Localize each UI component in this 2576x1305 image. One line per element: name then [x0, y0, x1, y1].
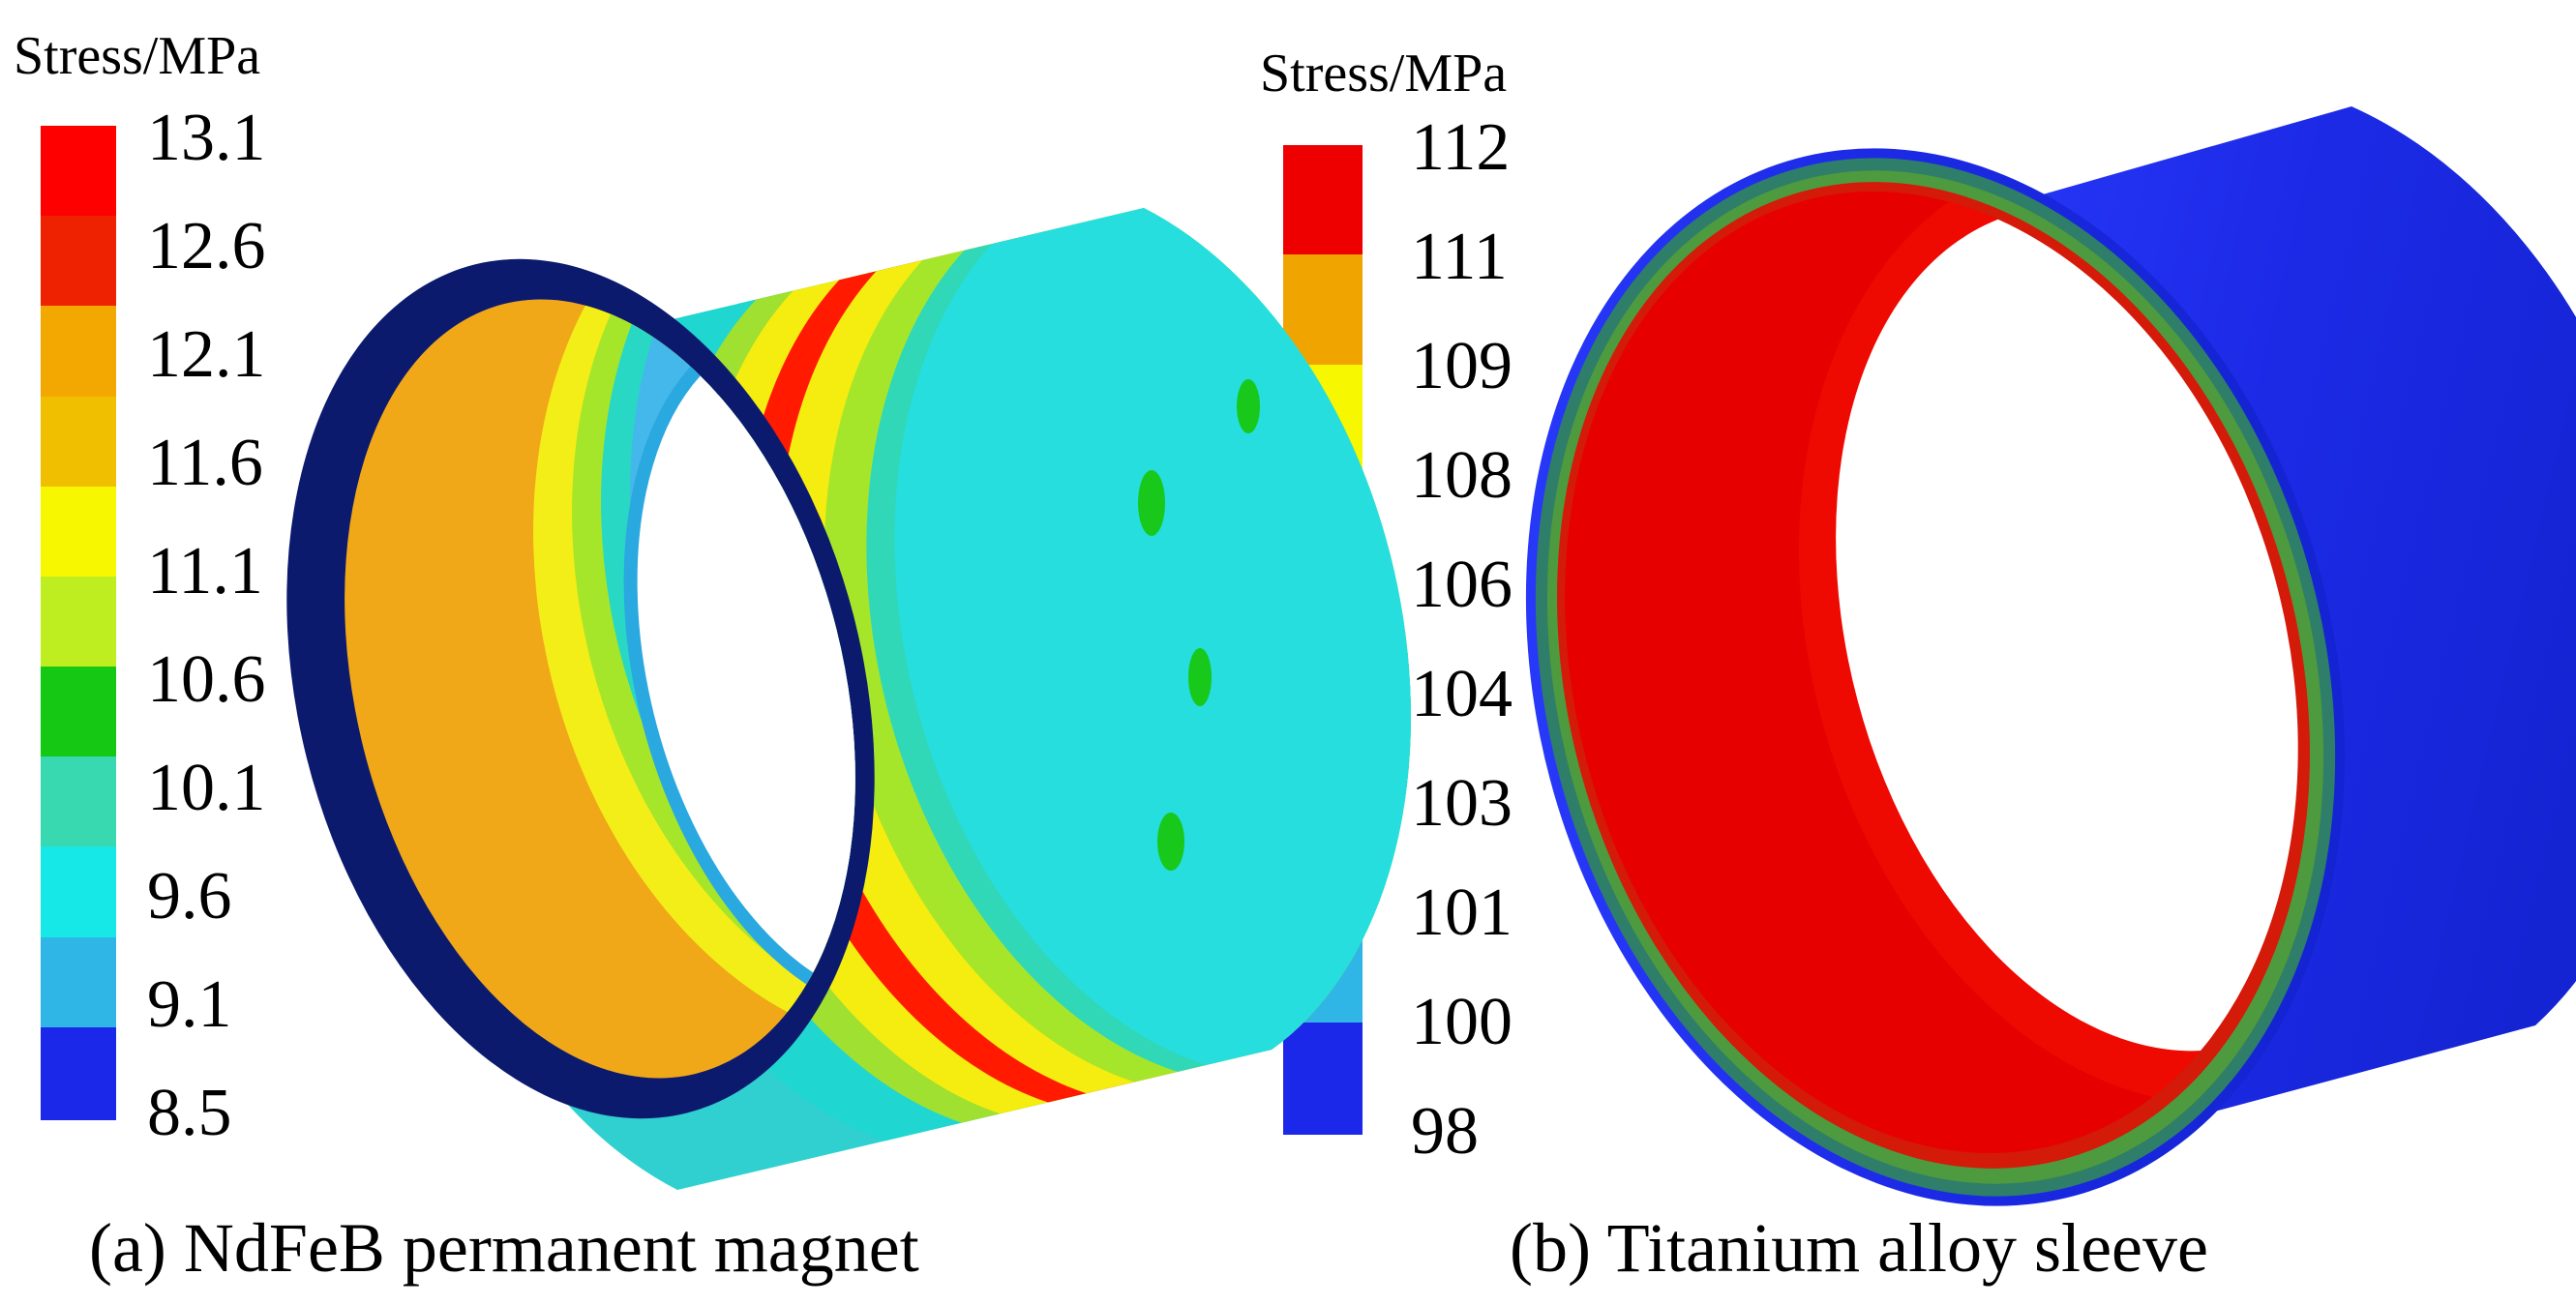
legend-color-band: [1283, 145, 1363, 258]
legend-color-band: [41, 396, 116, 489]
legend-tick-label: 103: [1411, 766, 1513, 841]
legend-b-title: Stress/MPa: [1260, 44, 1508, 104]
legend-tick-label: 9.6: [147, 859, 232, 934]
legend-color-band: [1283, 1022, 1363, 1136]
legend-tick-label: 106: [1411, 548, 1513, 622]
legend-tick-label: 11.1: [147, 534, 263, 608]
legend-color-band: [41, 576, 116, 670]
legend-color-band: [41, 126, 116, 220]
legend-tick-label: 109: [1411, 329, 1513, 403]
legend-color-band: [41, 846, 116, 940]
legend-tick-label: 108: [1411, 438, 1513, 513]
legend-tick-label: 101: [1411, 875, 1513, 950]
legend-a-colorbar: [41, 126, 116, 1121]
magnet-cylinder: [286, 208, 1411, 1190]
legend-color-band: [41, 936, 116, 1030]
legend-tick-label: 98: [1411, 1094, 1479, 1169]
legend-color-band: [41, 216, 116, 310]
legend-color-band: [41, 306, 116, 400]
legend-tick-label: 100: [1411, 985, 1513, 1059]
legend-a-title: Stress/MPa: [14, 26, 261, 86]
legend-color-band: [41, 667, 116, 760]
caption-a: (a) NdFeB permanent magnet: [89, 1209, 919, 1287]
caption-b: (b) Titanium alloy sleeve: [1510, 1209, 2208, 1287]
legend-color-band: [41, 756, 116, 850]
legend-color-band: [41, 486, 116, 579]
legend-tick-label: 12.1: [147, 317, 266, 392]
legend-tick-label: 112: [1411, 110, 1511, 185]
legend-tick-label: 9.1: [147, 967, 232, 1042]
legend-tick-label: 12.6: [147, 209, 266, 283]
legend-tick-label: 10.6: [147, 642, 266, 717]
legend-tick-label: 13.1: [147, 101, 266, 175]
legend-tick-label: 11.6: [147, 426, 263, 500]
legend-tick-label: 8.5: [147, 1076, 232, 1150]
legend-tick-label: 104: [1411, 657, 1513, 731]
legend-tick-label: 10.1: [147, 751, 266, 825]
legend-tick-label: 111: [1411, 220, 1508, 294]
sleeve-cylinder: [1525, 106, 2576, 1206]
legend-color-band: [41, 1026, 116, 1121]
